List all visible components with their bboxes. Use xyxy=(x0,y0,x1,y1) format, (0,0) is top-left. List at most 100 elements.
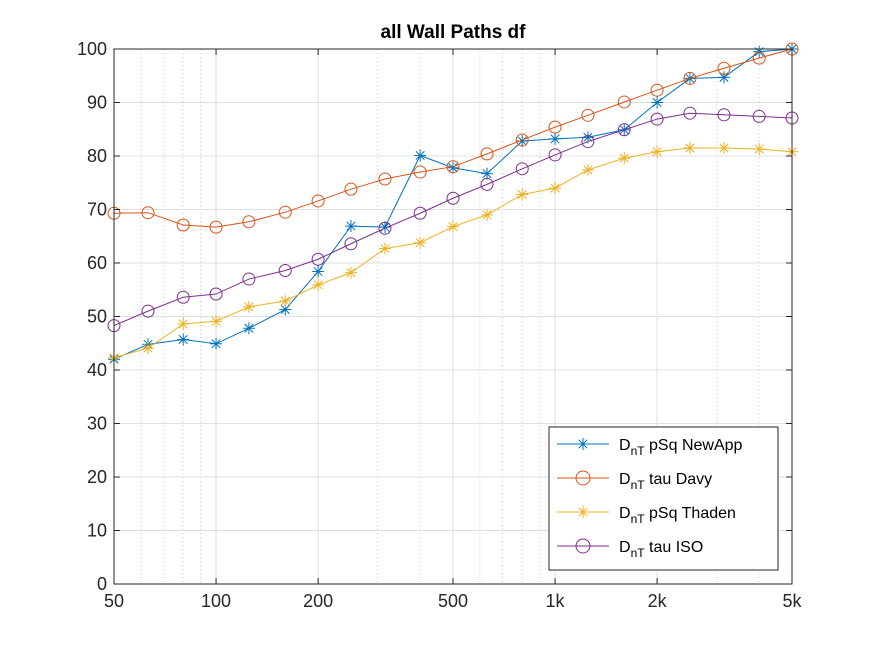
y-tick-label: 70 xyxy=(87,200,107,220)
circle-marker xyxy=(717,61,731,75)
circle-marker xyxy=(413,165,427,179)
asterisk-marker xyxy=(651,145,664,158)
asterisk-marker xyxy=(344,220,357,233)
circle-marker xyxy=(581,135,595,149)
circle-marker xyxy=(311,194,325,208)
circle-marker xyxy=(446,160,460,174)
asterisk-marker xyxy=(618,152,631,165)
asterisk-marker xyxy=(242,322,255,335)
circle-marker xyxy=(717,108,731,122)
legend-label: DnT pSq NewApp xyxy=(619,437,743,458)
circle-marker xyxy=(548,120,562,134)
x-tick-label: 2k xyxy=(648,591,668,611)
legend-marker xyxy=(575,538,591,554)
asterisk-marker xyxy=(683,141,696,154)
asterisk-marker xyxy=(717,141,730,154)
asterisk-marker xyxy=(242,300,255,313)
y-tick-label: 90 xyxy=(87,93,107,113)
asterisk-marker xyxy=(177,333,190,346)
circle-marker xyxy=(344,182,358,196)
circle-marker xyxy=(650,83,664,97)
asterisk-marker xyxy=(581,163,594,176)
asterisk-marker xyxy=(279,303,292,316)
legend-label: DnT tau Davy xyxy=(619,471,712,492)
asterisk-marker xyxy=(753,143,766,156)
y-tick-label: 40 xyxy=(87,360,107,380)
chart-title: all Wall Paths df xyxy=(381,22,527,43)
asterisk-marker xyxy=(481,208,494,221)
x-tick-label: 200 xyxy=(303,591,333,611)
circle-marker xyxy=(683,106,697,120)
circle-marker xyxy=(617,95,631,109)
x-tick-label: 500 xyxy=(438,591,468,611)
circle-marker xyxy=(480,177,494,191)
asterisk-marker xyxy=(549,132,562,145)
circle-marker xyxy=(378,221,392,235)
circle-marker xyxy=(311,252,325,266)
asterisk-marker xyxy=(177,317,190,330)
circle-marker xyxy=(617,123,631,137)
asterisk-marker xyxy=(378,221,391,234)
asterisk-marker xyxy=(344,266,357,279)
legend-entry: DnT tau ISO xyxy=(557,538,703,560)
asterisk-marker xyxy=(312,265,325,278)
circle-marker xyxy=(683,71,697,85)
legend-entry: DnT tau Davy xyxy=(557,470,712,492)
asterisk-marker xyxy=(447,220,459,233)
asterisk-marker xyxy=(414,236,427,249)
circle-marker xyxy=(480,147,494,161)
x-tick-label: 50 xyxy=(104,591,124,611)
circle-marker xyxy=(515,162,529,176)
y-tick-label: 10 xyxy=(87,521,107,541)
series-line xyxy=(113,48,793,228)
legend-marker xyxy=(577,438,589,450)
y-tick-label: 80 xyxy=(87,146,107,166)
legend-label: DnT pSq Thaden xyxy=(619,505,736,526)
asterisk-marker xyxy=(414,149,427,162)
circle-marker xyxy=(752,51,766,65)
circle-marker xyxy=(752,109,766,123)
legend-label: DnT tau ISO xyxy=(619,539,703,560)
circle-marker xyxy=(242,215,256,229)
legend-marker xyxy=(577,506,589,518)
circle-marker xyxy=(141,206,155,220)
asterisk-marker xyxy=(312,278,325,291)
circle-marker xyxy=(209,287,223,301)
circle-marker xyxy=(548,148,562,162)
series-4 xyxy=(107,106,799,333)
asterisk-marker xyxy=(516,188,529,201)
circle-marker xyxy=(413,206,427,220)
asterisk-marker xyxy=(210,315,223,328)
x-tick-label: 1k xyxy=(546,591,566,611)
y-tick-label: 100 xyxy=(77,39,107,59)
asterisk-marker xyxy=(651,96,664,109)
y-tick-label: 60 xyxy=(87,253,107,273)
asterisk-marker xyxy=(549,182,562,195)
circle-marker xyxy=(446,191,460,205)
circle-marker xyxy=(344,237,358,251)
circle-marker xyxy=(581,108,595,122)
circle-marker xyxy=(650,112,664,126)
circle-marker xyxy=(176,218,190,232)
circle-marker xyxy=(378,172,392,186)
asterisk-marker xyxy=(516,135,529,148)
x-tick-label: 100 xyxy=(201,591,231,611)
circle-marker xyxy=(278,205,292,219)
axis-ticks: 50 100 200 500 1k 2k 5k 0 10 20 30 40 50 60 70 80 90 100 xyxy=(77,39,803,611)
y-tick-label: 20 xyxy=(87,467,107,487)
asterisk-marker xyxy=(279,294,292,307)
circle-marker xyxy=(515,133,529,147)
circle-marker xyxy=(209,220,223,234)
asterisk-marker xyxy=(481,167,494,180)
x-tick-label: 5k xyxy=(782,591,802,611)
circle-marker xyxy=(176,290,190,304)
circle-marker xyxy=(278,263,292,277)
legend[interactable]: DnT pSq NewApp DnT tau Davy DnT pSq Thaden… xyxy=(548,426,779,571)
asterisk-marker xyxy=(378,242,391,255)
asterisk-marker xyxy=(717,71,730,84)
y-tick-label: 50 xyxy=(87,307,107,327)
y-tick-label: 30 xyxy=(87,414,107,434)
legend-marker xyxy=(575,470,591,486)
